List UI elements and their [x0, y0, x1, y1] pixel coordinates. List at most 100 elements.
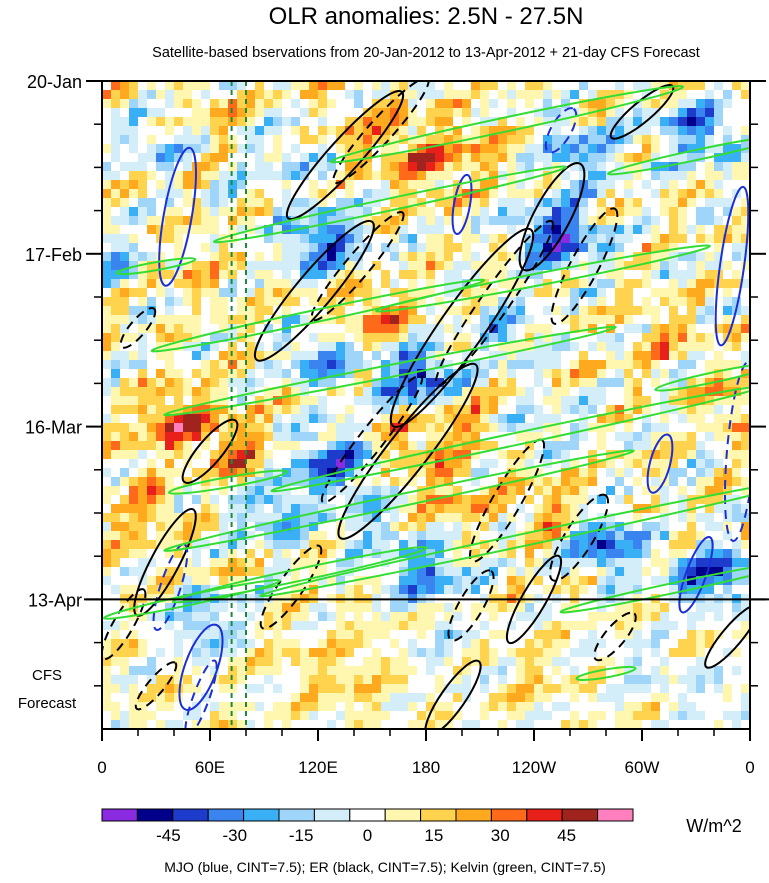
field-cell: [390, 180, 400, 190]
field-cell: [534, 378, 544, 388]
field-cell: [723, 108, 733, 118]
field-cell: [363, 333, 373, 343]
field-cell: [570, 576, 580, 586]
field-cell: [696, 351, 706, 361]
field-cell: [300, 612, 310, 622]
field-cell: [210, 441, 220, 451]
field-cell: [363, 126, 373, 136]
field-cell: [489, 657, 499, 667]
field-cell: [399, 495, 409, 505]
field-cell: [219, 153, 229, 163]
field-cell: [687, 639, 697, 649]
field-cell: [696, 603, 706, 613]
field-cell: [327, 279, 337, 289]
field-cell: [183, 576, 193, 586]
field-cell: [705, 720, 715, 729]
field-cell: [480, 81, 490, 91]
field-cell: [525, 207, 535, 217]
field-cell: [291, 459, 301, 469]
field-cell: [138, 90, 148, 100]
field-cell: [138, 387, 148, 397]
field-cell: [687, 693, 697, 703]
field-cell: [471, 378, 481, 388]
field-cell: [201, 90, 211, 100]
field-cell: [660, 450, 670, 460]
field-cell: [282, 657, 292, 667]
field-cell: [624, 549, 634, 559]
field-cell: [498, 153, 508, 163]
field-cell: [111, 324, 121, 334]
field-cell: [435, 324, 445, 334]
field-cell: [390, 531, 400, 541]
field-cell: [156, 360, 166, 370]
field-cell: [102, 369, 112, 379]
field-cell: [624, 711, 634, 721]
field-cell: [381, 522, 391, 532]
field-cell: [426, 144, 436, 154]
field-cell: [660, 432, 670, 442]
field-cell: [660, 558, 670, 568]
field-cell: [534, 189, 544, 199]
field-cell: [417, 612, 427, 622]
field-cell: [228, 171, 238, 181]
field-cell: [408, 243, 418, 253]
field-cell: [408, 297, 418, 307]
field-cell: [192, 711, 202, 721]
field-cell: [552, 396, 562, 406]
field-cell: [714, 504, 724, 514]
field-cell: [579, 117, 589, 127]
field-cell: [174, 576, 184, 586]
field-cell: [444, 477, 454, 487]
field-cell: [696, 360, 706, 370]
field-cell: [507, 189, 517, 199]
field-cell: [669, 144, 679, 154]
field-cell: [381, 630, 391, 640]
field-cell: [174, 432, 184, 442]
field-cell: [345, 486, 355, 496]
field-cell: [507, 414, 517, 424]
field-cell: [255, 315, 265, 325]
field-cell: [201, 612, 211, 622]
field-cell: [516, 225, 526, 235]
field-cell: [570, 90, 580, 100]
field-cell: [606, 306, 616, 316]
field-cell: [471, 666, 481, 676]
field-cell: [525, 360, 535, 370]
field-cell: [147, 396, 157, 406]
field-cell: [192, 342, 202, 352]
field-cell: [534, 558, 544, 568]
field-cell: [498, 522, 508, 532]
field-cell: [372, 621, 382, 631]
field-cell: [102, 108, 112, 118]
field-cell: [183, 162, 193, 172]
field-cell: [219, 567, 229, 577]
field-cell: [597, 702, 607, 712]
field-cell: [336, 99, 346, 109]
field-cell: [561, 351, 571, 361]
field-cell: [579, 585, 589, 595]
field-cell: [525, 558, 535, 568]
field-cell: [210, 198, 220, 208]
field-cell: [516, 711, 526, 721]
field-cell: [111, 468, 121, 478]
field-cell: [624, 270, 634, 280]
field-cell: [309, 252, 319, 262]
field-cell: [345, 522, 355, 532]
field-cell: [633, 306, 643, 316]
field-cell: [201, 504, 211, 514]
field-cell: [444, 369, 454, 379]
field-cell: [642, 315, 652, 325]
field-cell: [534, 81, 544, 91]
field-cell: [246, 216, 256, 226]
field-cell: [435, 117, 445, 127]
field-cell: [417, 315, 427, 325]
field-cell: [588, 666, 598, 676]
field-cell: [651, 612, 661, 622]
field-cell: [687, 279, 697, 289]
field-cell: [219, 198, 229, 208]
field-cell: [129, 378, 139, 388]
field-cell: [237, 675, 247, 685]
field-cell: [570, 486, 580, 496]
field-cell: [111, 540, 121, 550]
